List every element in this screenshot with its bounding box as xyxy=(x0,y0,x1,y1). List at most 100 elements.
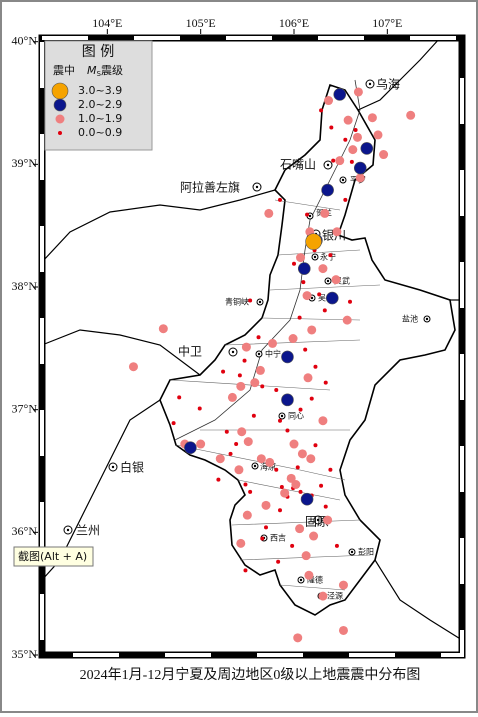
legend-label: 3.0~3.9 xyxy=(78,84,122,97)
epicenter xyxy=(379,150,389,160)
city-label: 兰州 xyxy=(76,524,100,538)
epicenter xyxy=(328,467,333,472)
epicenter xyxy=(300,492,314,506)
epicenter xyxy=(248,298,253,303)
epicenter xyxy=(227,392,237,402)
x-tick-label: 106°E xyxy=(279,16,309,30)
x-tick-label: 107°E xyxy=(372,16,402,30)
epicenter xyxy=(313,364,318,369)
city-label: 盐池 xyxy=(402,314,418,324)
city-marker-dot xyxy=(341,178,345,182)
epicenter xyxy=(264,525,268,530)
city-label: 彭阳 xyxy=(358,547,374,557)
epicenter xyxy=(348,145,358,155)
city-marker-dot xyxy=(111,465,115,469)
epicenter xyxy=(318,264,328,274)
epicenter xyxy=(319,108,324,113)
epicenter xyxy=(290,543,295,548)
x-tick-label: 105°E xyxy=(186,16,216,30)
legend-header-part: M xyxy=(87,64,97,77)
epicenter xyxy=(171,421,176,426)
legend-label: 1.0~1.9 xyxy=(78,112,122,125)
epicenter xyxy=(292,261,296,266)
epicenter xyxy=(302,291,312,301)
epicenter xyxy=(158,324,168,334)
city-marker-dot xyxy=(425,317,429,321)
city-label: 中宁 xyxy=(265,349,281,359)
epicenters xyxy=(128,87,416,643)
epicenter xyxy=(278,418,282,423)
city-label: 同心 xyxy=(288,412,304,421)
frame-pattern xyxy=(40,36,464,657)
legend: 图 例 震中 MS震级 3.0~3.92.0~2.91.0~1.90.0~0.9 xyxy=(44,40,153,151)
boundaries xyxy=(41,37,463,641)
city-label: 西吉 xyxy=(270,534,286,543)
epicenter xyxy=(241,342,251,352)
epicenter xyxy=(318,591,328,601)
epicenter xyxy=(373,130,383,140)
city-marker-dot xyxy=(350,550,354,554)
city-marker-dot xyxy=(257,352,261,356)
epicenter xyxy=(343,137,348,142)
city-marker-dot xyxy=(368,82,372,86)
epicenter xyxy=(256,454,266,464)
city-label: 灵武 xyxy=(334,276,350,286)
epicenter xyxy=(309,531,319,541)
chart-title: 2024年1月-12月宁夏及周边地区0级以上地震震中分布图 xyxy=(80,666,421,683)
epicenter xyxy=(224,429,229,434)
city-label: 中卫 xyxy=(178,344,202,359)
epicenter xyxy=(295,465,300,470)
epicenter xyxy=(297,449,307,459)
epicenter xyxy=(260,384,265,389)
epicenter xyxy=(333,88,347,101)
epicenter xyxy=(280,488,290,498)
neighbor-boundary xyxy=(374,559,463,641)
epicenter xyxy=(128,362,138,372)
epicenter xyxy=(305,212,310,217)
epicenter xyxy=(251,413,256,418)
epicenter xyxy=(304,570,314,580)
epicenter xyxy=(353,87,363,97)
epicenter xyxy=(305,233,322,250)
epicenter xyxy=(309,396,314,401)
epicenter xyxy=(320,208,330,218)
epicenter xyxy=(278,197,282,202)
epicenter xyxy=(291,479,301,489)
epicenter xyxy=(278,508,282,513)
epicenter xyxy=(298,489,303,494)
city-label: 白银 xyxy=(120,460,144,475)
epicenter xyxy=(307,325,317,335)
legend-marker xyxy=(53,98,67,112)
epicenter xyxy=(332,227,342,237)
epicenter xyxy=(237,427,247,437)
epicenter xyxy=(274,467,279,472)
epicenter xyxy=(348,299,352,304)
legend-header: MS震级 xyxy=(87,64,123,78)
city-marker-dot xyxy=(308,214,312,218)
epicenter xyxy=(279,484,284,489)
y-tick-label: 40°N xyxy=(12,33,38,47)
epicenter xyxy=(243,568,248,573)
epicenter xyxy=(288,334,298,344)
legend-title: 图 例 xyxy=(82,44,114,60)
city-label: 隆德 xyxy=(307,575,323,585)
epicenter xyxy=(334,543,339,548)
legend-marker xyxy=(51,82,69,100)
epicenter xyxy=(243,437,253,447)
epicenter xyxy=(322,308,327,313)
epicenter xyxy=(329,125,334,130)
y-tick-label: 37°N xyxy=(12,401,38,415)
legend-header-part: S xyxy=(97,70,102,78)
city-marker-dot xyxy=(66,528,70,532)
epicenter xyxy=(197,406,202,411)
legend-label: 2.0~2.9 xyxy=(78,98,122,111)
city-marker-dot xyxy=(299,578,303,582)
epicenter xyxy=(293,633,303,643)
epicenter xyxy=(353,161,367,175)
neighbor-boundary xyxy=(357,37,441,111)
epicenter xyxy=(285,428,290,433)
epicenter xyxy=(228,451,233,456)
tooltip-text: 截图(Alt + A) xyxy=(18,549,87,563)
